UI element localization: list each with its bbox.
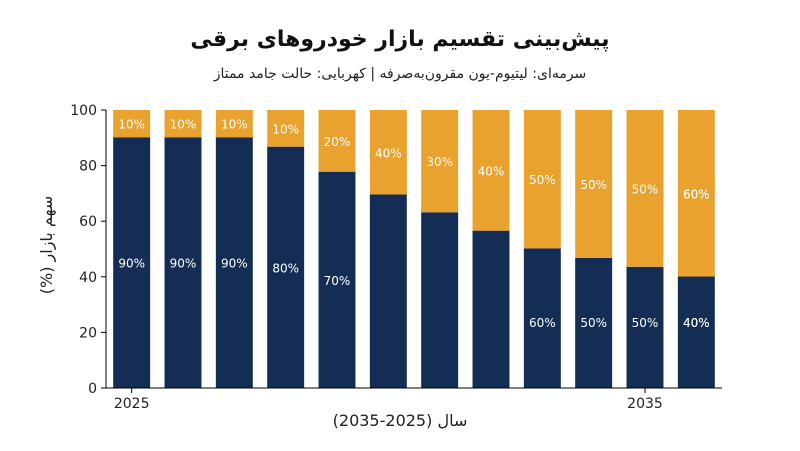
data-label-amber: 50%: [529, 173, 556, 187]
data-label-navy: 90%: [170, 257, 197, 271]
data-label-amber: 30%: [426, 155, 453, 169]
bar-segment-navy: [626, 266, 664, 388]
bar-segment-amber: [421, 110, 459, 213]
data-label-amber: 40%: [375, 146, 402, 160]
y-ticks-group: 0 20 40 60 80 100: [70, 103, 106, 397]
data-label-navy: 90%: [118, 257, 145, 271]
bar-segment-navy: [421, 212, 459, 388]
bar-segment-amber: [164, 110, 202, 138]
data-label-navy: 40%: [683, 316, 710, 330]
bar-segment-amber: [215, 110, 253, 138]
data-label-navy: 50%: [632, 316, 659, 330]
x-ticks-group: 2025 2035: [114, 388, 663, 412]
data-label-amber: 10%: [221, 118, 248, 132]
y-tick-label: 60: [79, 214, 97, 230]
bar-segment-navy: [575, 257, 613, 388]
data-label-amber: 10%: [170, 118, 197, 132]
data-label-amber: 40%: [478, 164, 505, 178]
bar-segment-amber: [575, 110, 613, 258]
y-tick-label: 100: [70, 103, 97, 119]
data-label-navy: 50%: [580, 316, 607, 330]
bar-segment-navy: [318, 171, 356, 388]
data-label-navy: 40%: [683, 316, 710, 330]
chart-subtitle: سرمه‌ای: لیتیوم-یون مقرون‌به‌صرفه | کهرب…: [213, 66, 587, 82]
data-label-navy: 70%: [324, 274, 351, 288]
x-axis-label: سال (2025-2035): [333, 411, 468, 430]
data-label-amber: 60%: [683, 187, 710, 201]
bars-group: 90% 90% 90% 80% 70% 60% 50% 50% 40% 40% 10% 10% 10% 1…: [113, 110, 715, 388]
bar-segment-navy: [215, 137, 253, 388]
chart-title: پیش‌بینی تقسیم بازار خودروهای برقی: [190, 27, 609, 52]
data-label-amber: 10%: [118, 118, 145, 132]
bar-segment-amber: [267, 110, 305, 147]
data-label-amber: 60%: [683, 187, 710, 201]
bar-segment-amber: [369, 110, 407, 195]
bar-segment-navy: [164, 137, 202, 388]
data-label-amber: 50%: [580, 178, 607, 192]
y-tick-label: 80: [79, 159, 97, 175]
data-label-navy: 90%: [221, 257, 248, 271]
x-tick-label: 2025: [114, 396, 150, 412]
x-tick-label: 2035: [627, 396, 663, 412]
y-tick-label: 20: [79, 325, 97, 341]
bar-segment-navy: [472, 230, 510, 388]
bar-segment-amber: [523, 110, 561, 249]
data-label-navy: 60%: [529, 316, 556, 330]
bar-segment-navy: [113, 137, 151, 388]
bar-segment-amber: [472, 110, 510, 231]
bar-segment-navy: [267, 146, 305, 388]
bar-segment-amber: [626, 110, 664, 267]
bar-segment-navy: [523, 248, 561, 388]
bar-segment-amber: [677, 110, 715, 277]
data-label-amber: 20%: [324, 135, 351, 149]
bar-segment-navy: [677, 276, 715, 388]
bar-segment-amber: [113, 110, 151, 138]
data-label-amber: 50%: [632, 182, 659, 196]
y-tick-label: 40: [79, 270, 97, 286]
y-axis-label: سهم بازار (%): [37, 196, 57, 295]
data-label-amber: 10%: [272, 122, 299, 136]
y-tick-label: 0: [88, 381, 97, 397]
bar-segment-amber: [318, 110, 356, 172]
bar-segment-navy: [369, 194, 407, 388]
data-label-navy: 80%: [272, 261, 299, 275]
